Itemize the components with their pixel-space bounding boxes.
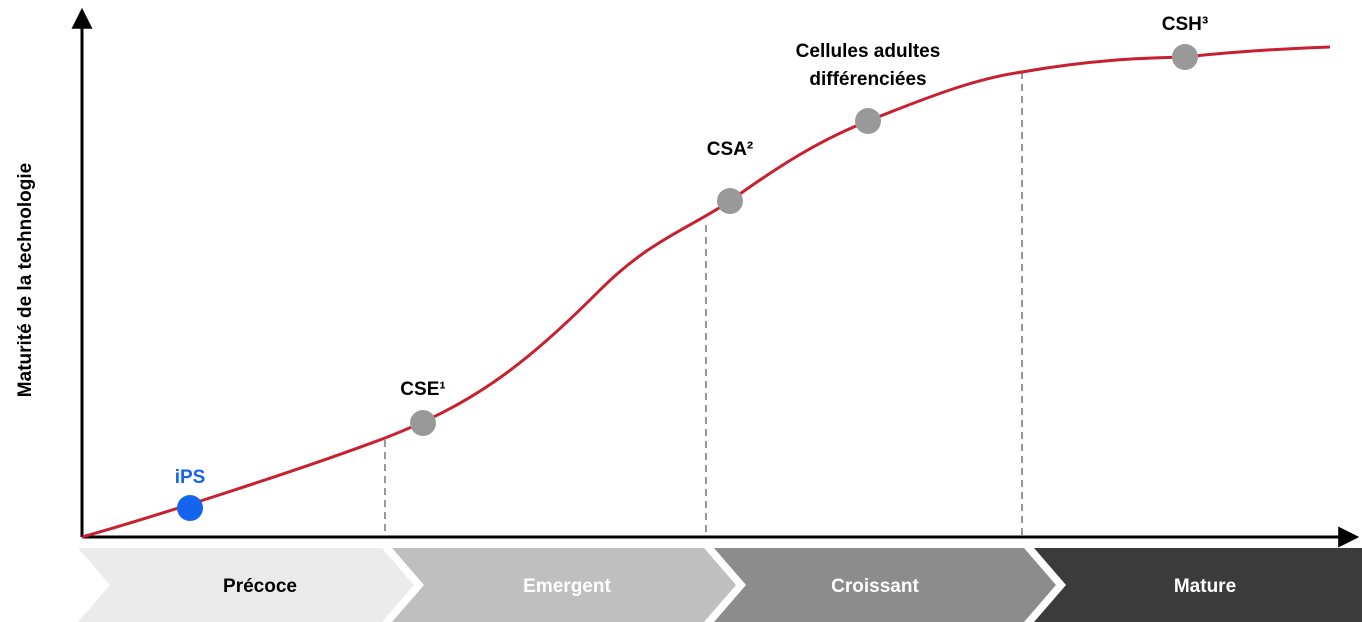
phase-label: Croissant <box>831 576 919 597</box>
phase-chevron <box>78 548 414 622</box>
maturity-curve <box>81 45 1331 539</box>
phase-chevron <box>392 548 736 622</box>
phase-chevron <box>714 548 1056 622</box>
y-axis-label: Maturité de la technologie <box>15 163 36 397</box>
phase-chevron <box>1034 548 1362 622</box>
phase-label: Emergent <box>523 576 611 597</box>
point-label: CSE¹ <box>400 379 445 400</box>
phase-dividers <box>384 72 1023 537</box>
phases: Précoce Emergent Croissant Mature <box>78 548 1362 622</box>
phase-label: Mature <box>1174 576 1236 597</box>
point <box>855 108 881 134</box>
point <box>177 495 203 521</box>
point-label: Cellules adultes <box>796 41 941 62</box>
point <box>1172 44 1198 70</box>
point <box>410 410 436 436</box>
point-label: différenciées <box>809 69 926 90</box>
point-label: CSH³ <box>1162 14 1208 35</box>
phase-label: Précoce <box>223 576 297 597</box>
point-label: CSA² <box>707 139 753 160</box>
point-label: iPS <box>175 467 206 488</box>
point <box>717 188 743 214</box>
